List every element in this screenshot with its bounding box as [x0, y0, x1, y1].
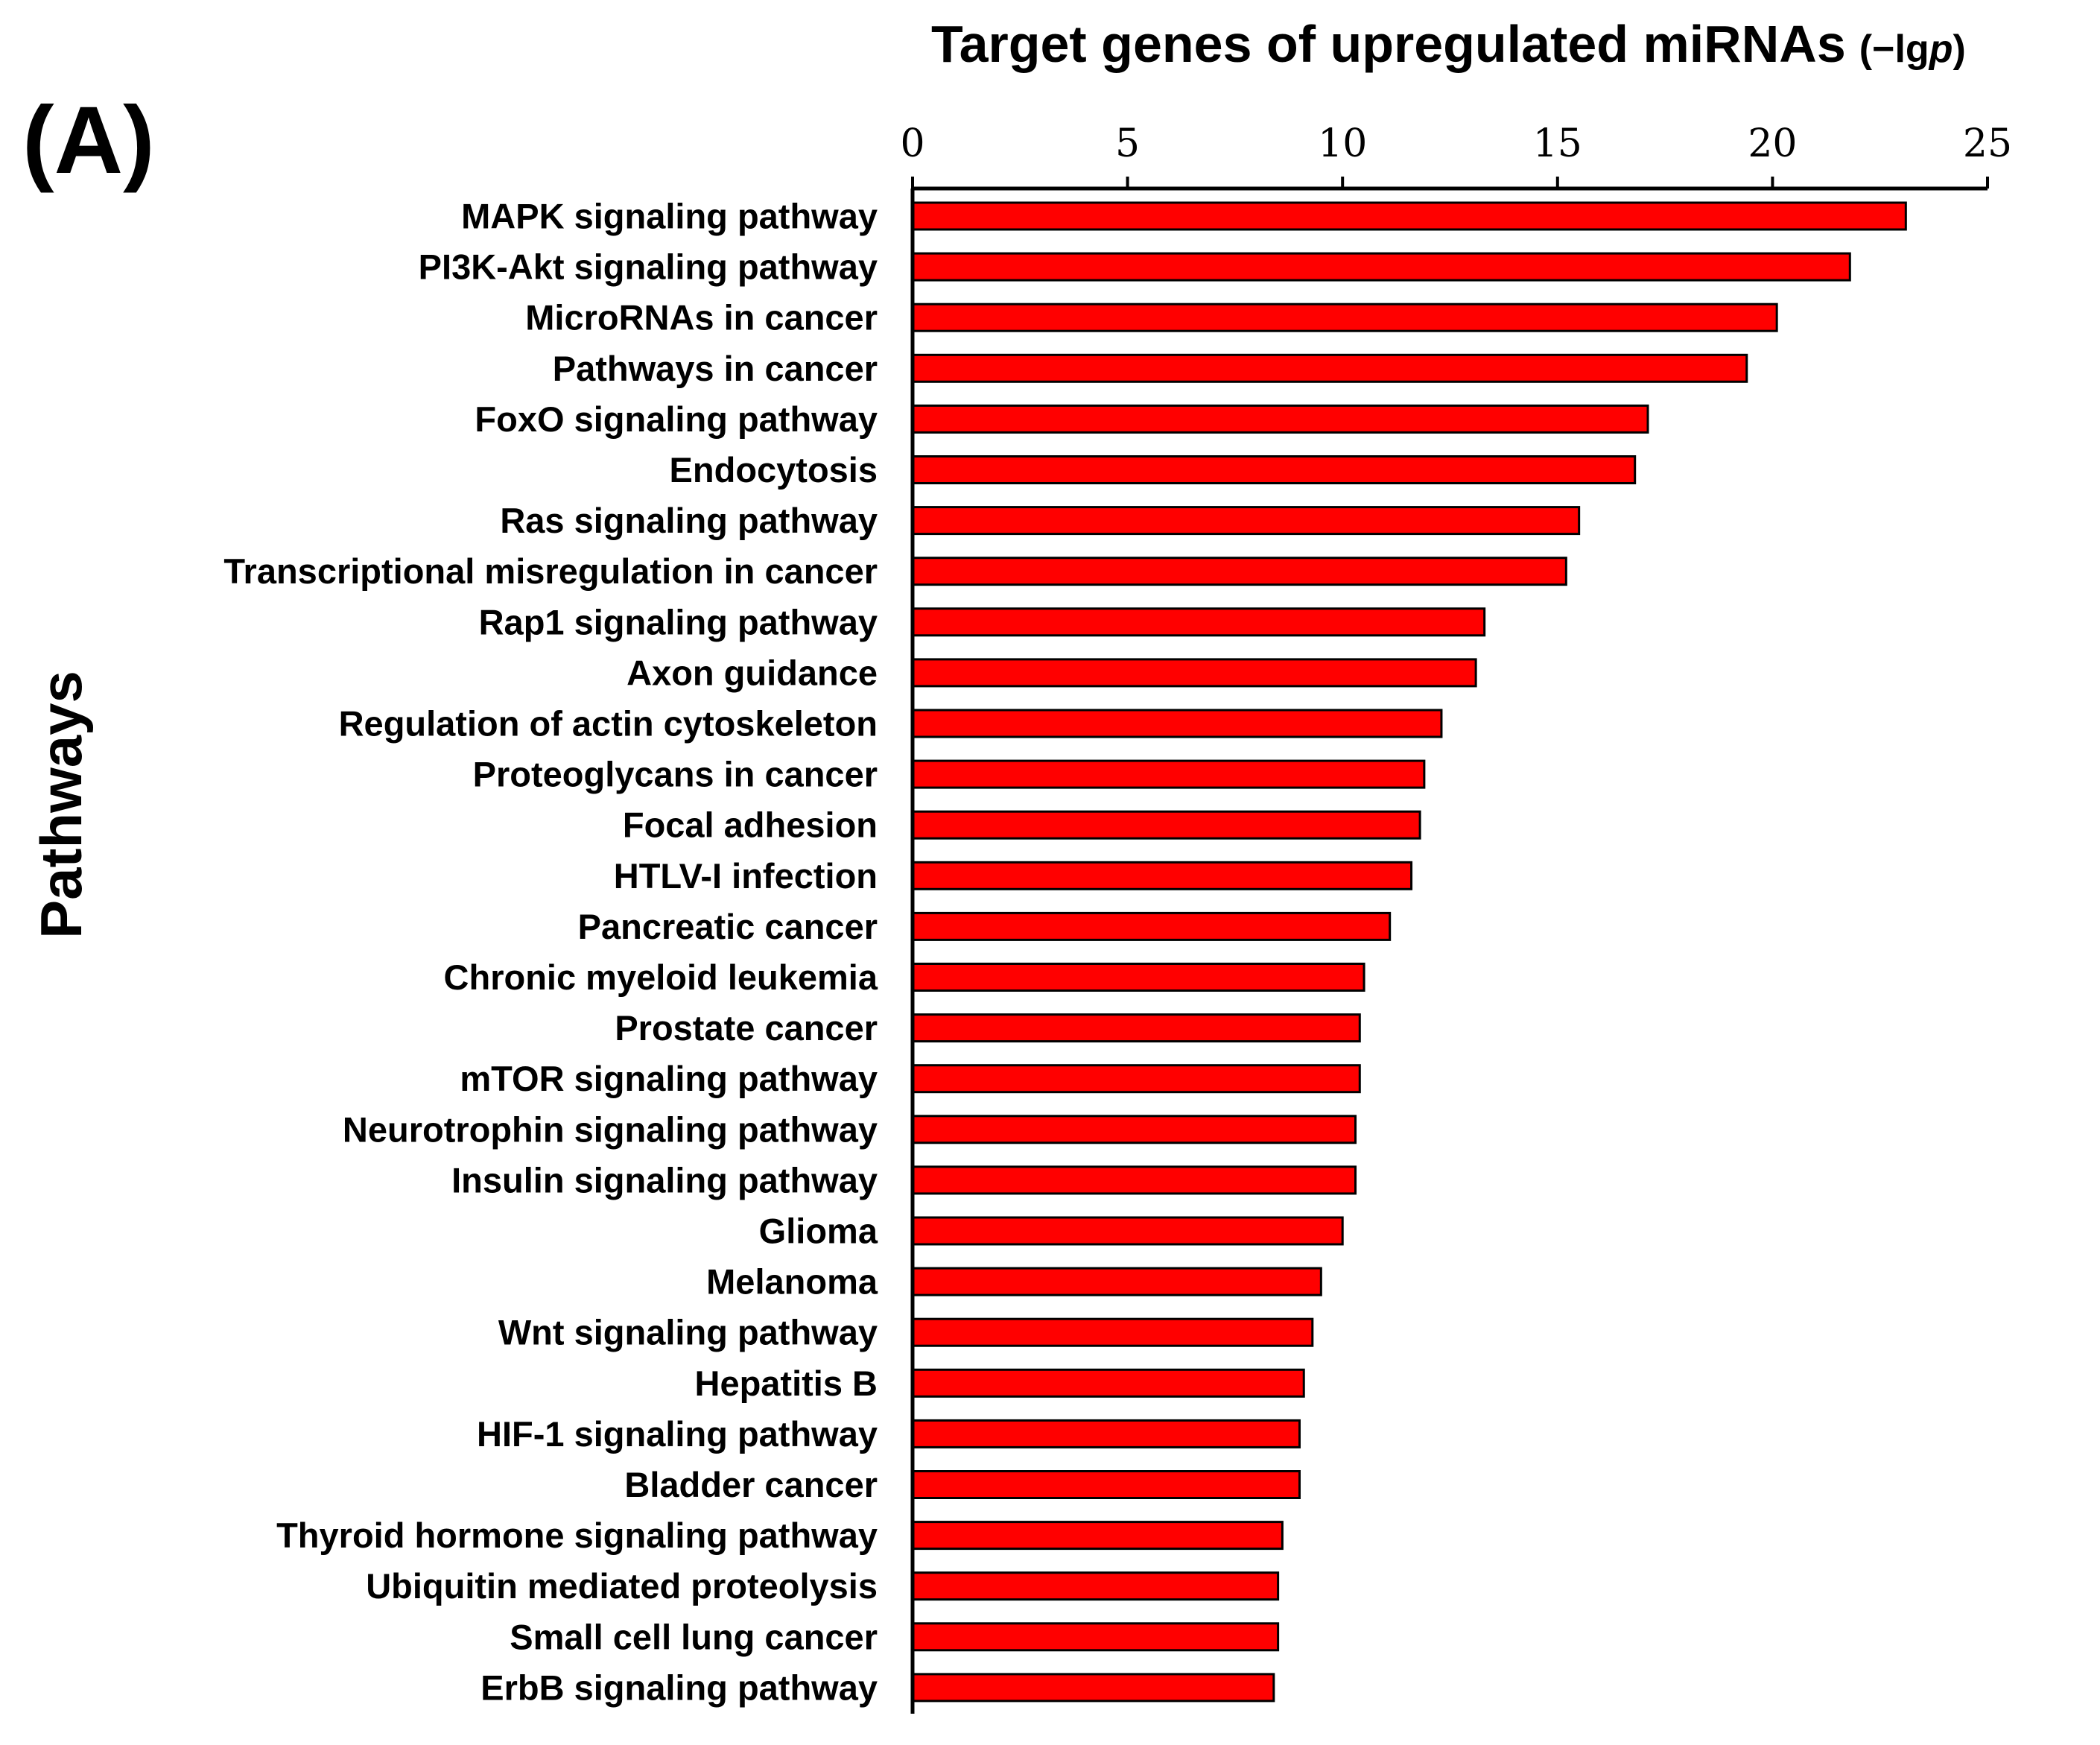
bar	[911, 455, 1637, 484]
category-label: Glioma	[759, 1212, 878, 1251]
category-label: PI3K-Akt signaling pathway	[419, 247, 878, 287]
bar	[911, 911, 1392, 941]
category-label: Prostate cancer	[615, 1008, 878, 1048]
bar	[911, 810, 1421, 840]
bar	[911, 1419, 1301, 1448]
category-label: Neurotrophin signaling pathway	[343, 1109, 878, 1149]
bar	[911, 1165, 1357, 1195]
category-label: Proteoglycans in cancer	[473, 755, 878, 794]
category-label: Melanoma	[706, 1262, 878, 1302]
bar	[911, 1013, 1361, 1043]
x-axis-unit-prefix: (−lg	[1859, 28, 1929, 71]
category-label: Pancreatic cancer	[578, 907, 878, 946]
axes-group	[910, 186, 1988, 1714]
bar	[911, 353, 1748, 383]
category-label: HIF-1 signaling pathway	[477, 1414, 878, 1454]
bar	[911, 607, 1486, 637]
bar	[911, 861, 1413, 890]
category-label: Pathways in cancer	[553, 349, 878, 388]
x-tick-label: 0	[900, 121, 924, 166]
category-label: FoxO signaling pathway	[475, 399, 878, 439]
category-label: Chronic myeloid leukemia	[444, 957, 878, 997]
category-label: MicroRNAs in cancer	[525, 298, 878, 338]
category-labels-group: MAPK signaling pathway PI3K-Akt signaling…	[223, 197, 878, 1708]
category-label: Insulin signaling pathway	[451, 1160, 878, 1200]
category-label: Small cell lung cancer	[510, 1617, 878, 1656]
bar	[911, 303, 1778, 332]
x-axis-unit: (−lgp)	[1859, 28, 1966, 71]
x-ticks-group: 0 5 10 15 20 25	[900, 121, 2012, 189]
bar	[911, 506, 1581, 536]
category-label: Rap1 signaling pathway	[479, 602, 878, 642]
bar	[911, 1115, 1357, 1144]
bar	[911, 1216, 1344, 1246]
category-label: HTLV-I infection	[614, 856, 878, 896]
x-tick-label: 15	[1533, 121, 1582, 166]
category-label: Transcriptional misregulation in cancer	[223, 551, 878, 591]
x-axis-unit-suffix: )	[1953, 28, 1966, 71]
category-label: Axon guidance	[626, 653, 878, 692]
bar	[911, 404, 1649, 434]
chart-title: Target genes of upregulated miRNAs (−lgp)	[931, 18, 1966, 70]
bar	[911, 201, 1907, 231]
bar	[911, 709, 1443, 738]
category-label: MAPK signaling pathway	[461, 197, 878, 236]
bar	[911, 1368, 1305, 1398]
category-label: Thyroid hormone signaling pathway	[276, 1516, 878, 1555]
x-tick-label: 25	[1963, 121, 2012, 166]
bar	[911, 658, 1477, 688]
category-label: Wnt signaling pathway	[498, 1313, 878, 1352]
bar	[911, 1521, 1284, 1551]
bar	[911, 1622, 1280, 1652]
bars-group	[911, 201, 1907, 1703]
category-label: Focal adhesion	[623, 805, 878, 845]
bar	[911, 1571, 1280, 1601]
bar	[911, 963, 1365, 992]
category-label: Ras signaling pathway	[500, 501, 878, 540]
category-label: Hepatitis B	[695, 1364, 878, 1403]
bar	[911, 1317, 1314, 1347]
bar	[911, 1673, 1275, 1703]
bar	[911, 1064, 1361, 1094]
panel-label: (A)	[22, 87, 155, 194]
bar	[911, 759, 1426, 789]
category-label: mTOR signaling pathway	[460, 1059, 878, 1098]
bar	[911, 1267, 1322, 1296]
category-label: Ubiquitin mediated proteolysis	[366, 1566, 878, 1606]
bar	[911, 1470, 1301, 1499]
bar	[911, 557, 1567, 586]
category-label: Endocytosis	[670, 450, 878, 490]
x-tick-label: 20	[1748, 121, 1797, 166]
chart-title-text: Target genes of upregulated miRNAs	[931, 15, 1846, 73]
x-tick-label: 5	[1115, 121, 1140, 166]
category-label: Bladder cancer	[624, 1465, 878, 1504]
category-label: ErbB signaling pathway	[480, 1668, 878, 1707]
bar	[911, 252, 1851, 282]
category-label: Regulation of actin cytoskeleton	[339, 704, 878, 744]
x-axis-unit-italic: p	[1929, 28, 1953, 71]
x-tick-label: 10	[1318, 121, 1367, 166]
